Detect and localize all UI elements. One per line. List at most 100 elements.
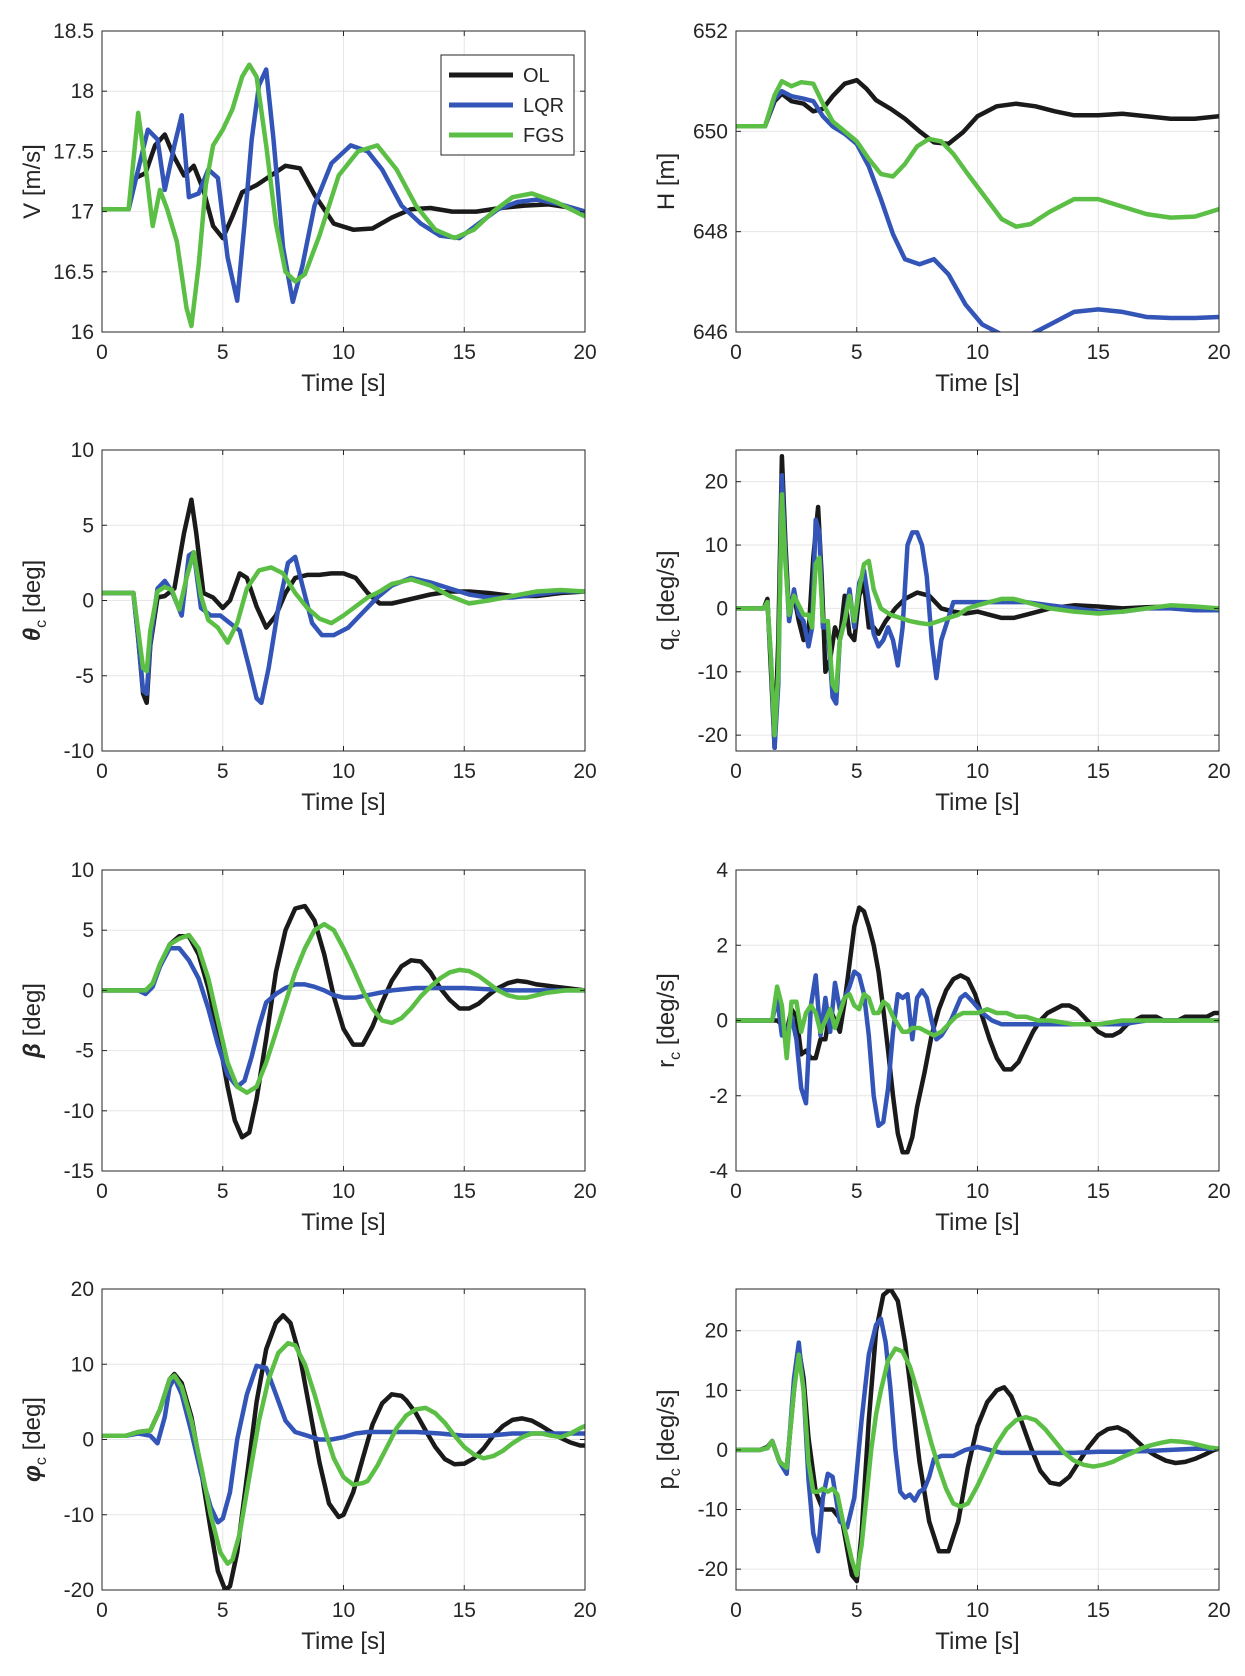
x-tick-label: 5 <box>217 1599 229 1622</box>
y-label-symbol: φ <box>19 1465 46 1482</box>
y-axis-label: pc [deg/s] <box>653 1389 684 1489</box>
y-label-unit: [deg/s] <box>653 550 680 629</box>
x-axis-label: Time [s] <box>935 1628 1019 1655</box>
legend-label-ol: OL <box>523 65 550 87</box>
series-line-fgs <box>736 1346 1219 1578</box>
y-tick-label: 5 <box>82 919 94 942</box>
y-tick-label: 0 <box>716 597 728 620</box>
y-tick-label: -2 <box>709 1085 728 1108</box>
series-line-fgs <box>736 492 1219 738</box>
subplot-phi: 0 5 10 15 20 -20 -10 0 10 20 Time [s] φc [deg] <box>19 1278 597 1655</box>
x-tick-label: 0 <box>96 1180 108 1203</box>
series-group <box>102 62 585 329</box>
y-label-symbol: r <box>653 1060 680 1068</box>
x-tick-label: 5 <box>217 1180 229 1203</box>
y-tick-label: 10 <box>705 534 728 557</box>
x-tick-label: 20 <box>1207 1180 1230 1203</box>
series-group <box>102 903 585 1140</box>
y-tick-label: 16 <box>71 321 94 344</box>
y-tick-label: -15 <box>64 1160 94 1183</box>
y-axis-label: V [m/s] <box>19 144 46 219</box>
x-tick-label: 15 <box>453 1180 476 1203</box>
x-tick-label: 20 <box>1207 1599 1230 1622</box>
subplot-V: 0 5 10 15 20 16 16.5 17 17.5 18 18.5 Time [s] V [m/s… <box>19 20 597 397</box>
x-tick-label: 10 <box>966 1180 989 1203</box>
y-tick-label: 650 <box>693 120 728 143</box>
legend-label-fgs: FGS <box>523 125 564 147</box>
y-tick-label: -10 <box>64 740 94 763</box>
x-tick-label: 20 <box>1207 341 1230 364</box>
y-tick-label: 0 <box>716 1439 728 1462</box>
subplot-r: 0 5 10 15 20 -4 -2 0 2 4 Time [s] rc [deg/s] <box>653 859 1231 1236</box>
series-line-lqr <box>736 969 1219 1129</box>
x-axis-label: Time [s] <box>301 1209 385 1236</box>
series-line-lqr <box>102 946 585 1089</box>
y-tick-label: 17.5 <box>53 140 94 163</box>
y-tick-label: 0 <box>716 1010 728 1033</box>
series-group <box>736 1289 1219 1584</box>
y-tick-label: 0 <box>82 590 94 613</box>
x-tick-label: 20 <box>573 1599 596 1622</box>
y-axis-label: qc [deg/s] <box>653 550 684 650</box>
y-tick-label: -20 <box>64 1579 94 1602</box>
x-tick-label: 15 <box>453 760 476 783</box>
x-tick-label: 20 <box>1207 760 1230 783</box>
x-tick-label: 20 <box>573 1180 596 1203</box>
y-tick-label: 16.5 <box>53 261 94 284</box>
series-line-lqr <box>736 88 1219 332</box>
y-axis-label: rc [deg/s] <box>653 973 684 1068</box>
y-tick-label: 20 <box>71 1278 94 1301</box>
series-line-lqr <box>102 550 585 706</box>
y-tick-label: -10 <box>698 661 728 684</box>
x-tick-label: 15 <box>453 1599 476 1622</box>
series-line-ol <box>736 1289 1219 1584</box>
y-tick-label: -4 <box>709 1160 728 1183</box>
y-label-unit: [deg/s] <box>653 973 680 1052</box>
y-label-subscript: c <box>667 629 684 637</box>
x-axis-label: Time [s] <box>301 789 385 816</box>
subplot-theta: 0 5 10 15 20 -10 -5 0 5 10 Time [s] θc [deg] <box>19 439 597 816</box>
x-tick-label: 5 <box>851 1180 863 1203</box>
y-axis-label: φc [deg] <box>19 1397 50 1482</box>
x-axis-label: Time [s] <box>935 789 1019 816</box>
y-label-symbol: q <box>653 637 680 650</box>
subplot-beta: 0 5 10 15 20 -15 -10 -5 0 5 10 Time [s] β [deg] <box>19 859 597 1236</box>
y-tick-label: 652 <box>693 20 728 43</box>
y-tick-label: 2 <box>716 934 728 957</box>
series-line-ol <box>736 77 1219 147</box>
y-label-subscript: c <box>33 620 50 628</box>
series-line-fgs <box>736 984 1219 1061</box>
x-tick-label: 0 <box>730 1599 742 1622</box>
x-tick-label: 5 <box>217 341 229 364</box>
y-tick-label: 10 <box>71 1353 94 1376</box>
x-tick-label: 10 <box>966 760 989 783</box>
x-tick-label: 0 <box>730 1180 742 1203</box>
y-tick-label: -10 <box>64 1504 94 1527</box>
x-tick-label: 10 <box>332 1599 355 1622</box>
series-group <box>736 77 1219 332</box>
x-tick-label: 10 <box>332 1180 355 1203</box>
y-tick-label: -10 <box>64 1100 94 1123</box>
x-axis-label: Time [s] <box>301 370 385 397</box>
legend: OL LQR FGS <box>440 54 575 156</box>
series-group <box>736 454 1219 751</box>
x-tick-label: 0 <box>96 1599 108 1622</box>
y-tick-label: -10 <box>698 1499 728 1522</box>
y-tick-label: 20 <box>705 1320 728 1343</box>
y-label-symbol: p <box>653 1476 680 1489</box>
series-group <box>102 497 585 706</box>
y-label-symbol: θ <box>19 628 46 641</box>
y-tick-label: -5 <box>75 1040 94 1063</box>
y-label-subscript: c <box>667 1468 684 1476</box>
y-tick-label: 18 <box>71 80 94 103</box>
x-tick-label: 10 <box>332 760 355 783</box>
y-tick-label: -20 <box>698 724 728 747</box>
y-tick-label: 10 <box>705 1379 728 1402</box>
x-axis-label: Time [s] <box>935 370 1019 397</box>
series-line-fgs <box>102 62 585 329</box>
x-axis-label: Time [s] <box>301 1628 385 1655</box>
subplot-q: 0 5 10 15 20 -20 -10 0 10 20 Time [s] qc [deg/s] <box>653 449 1231 816</box>
y-tick-label: 10 <box>71 859 94 882</box>
x-tick-label: 0 <box>96 341 108 364</box>
series-line-fgs <box>102 1340 585 1566</box>
